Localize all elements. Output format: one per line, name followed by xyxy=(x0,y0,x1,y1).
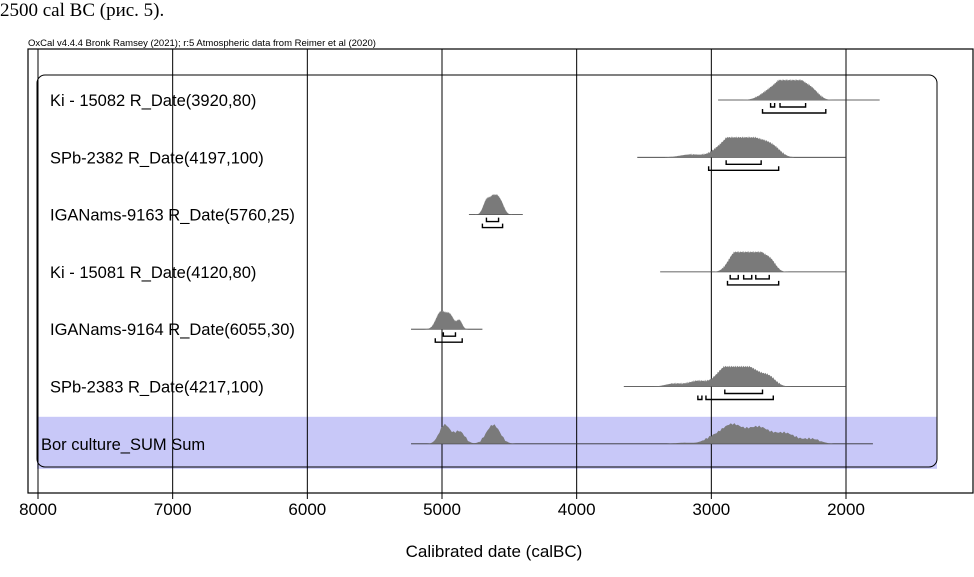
range-95-bracket xyxy=(726,280,780,286)
row-iganams-9163-r-date-5760-25: IGANams-9163 R_Date(5760,25) xyxy=(50,193,523,229)
range-95-bracket xyxy=(707,166,780,171)
row-label: Ki - 15081 R_Date(4120,80) xyxy=(50,264,256,282)
row-label: IGANams-9164 R_Date(6055,30) xyxy=(50,321,295,339)
range-95-bracket xyxy=(705,395,774,401)
range-68-bracket xyxy=(724,389,764,395)
range-95-bracket xyxy=(697,395,703,401)
probability-distribution xyxy=(468,193,523,215)
probability-distribution xyxy=(623,365,846,387)
row-ki-15081-r-date-4120-80: Ki - 15081 R_Date(4120,80) xyxy=(50,251,846,286)
row-label: Ki - 15082 R_Date(3920,80) xyxy=(50,92,256,110)
probability-distribution xyxy=(411,423,873,444)
range-68-bracket xyxy=(769,103,776,108)
x-axis-label: Calibrated date (calBC) xyxy=(406,542,583,561)
range-68-bracket xyxy=(729,274,739,280)
group-box xyxy=(36,74,938,468)
x-tick-label: 3000 xyxy=(692,500,730,519)
range-95-bracket xyxy=(481,223,504,229)
row-spb-2383-r-date-4217-100: SPb-2383 R_Date(4217,100) xyxy=(50,365,846,401)
probability-distribution xyxy=(637,136,846,158)
range-95-bracket xyxy=(434,338,463,343)
range-68-bracket xyxy=(742,274,753,280)
row-label: SPb-2382 R_Date(4197,100) xyxy=(50,149,264,167)
probability-distribution xyxy=(660,251,846,272)
x-tick-label: 7000 xyxy=(154,500,192,519)
range-68-bracket xyxy=(725,160,762,165)
x-tick-label: 8000 xyxy=(19,500,57,519)
chart-header: OxCal v4.4.4 Bronk Ramsey (2021); r:5 At… xyxy=(28,38,376,49)
range-68-bracket xyxy=(442,332,457,337)
rows-layer: Ki - 15082 R_Date(3920,80) SPb-2382 R_Dat… xyxy=(41,79,880,454)
row-iganams-9164-r-date-6055-30: IGANams-9164 R_Date(6055,30) xyxy=(50,310,483,343)
row-label: SPb-2383 R_Date(4217,100) xyxy=(50,379,264,397)
range-95-bracket xyxy=(761,109,827,114)
x-axis: 8000 7000 6000 5000 4000 3000 2000 xyxy=(19,493,865,519)
page-caption: 2500 cal BC (рис. 5). xyxy=(0,0,165,21)
x-tick-label: 5000 xyxy=(423,500,461,519)
x-tick-label: 2000 xyxy=(827,500,865,519)
row-label: IGANams-9163 R_Date(5760,25) xyxy=(50,207,295,225)
x-tick-label: 4000 xyxy=(558,500,596,519)
range-68-bracket xyxy=(779,103,807,108)
x-tick-label: 6000 xyxy=(288,500,326,519)
probability-distribution xyxy=(411,310,483,330)
range-68-bracket xyxy=(485,217,500,223)
grid-layer xyxy=(37,49,847,493)
row-bor-culture-sum-sum: Bor culture_SUM Sum xyxy=(41,423,873,454)
range-68-bracket xyxy=(755,274,770,280)
plot-frame xyxy=(27,48,974,494)
row-label: Bor culture_SUM Sum xyxy=(41,436,205,454)
row-ki-15082-r-date-3920-80: Ki - 15082 R_Date(3920,80) xyxy=(50,79,880,114)
row-spb-2382-r-date-4197-100: SPb-2382 R_Date(4197,100) xyxy=(50,136,846,171)
probability-distribution xyxy=(718,79,880,100)
